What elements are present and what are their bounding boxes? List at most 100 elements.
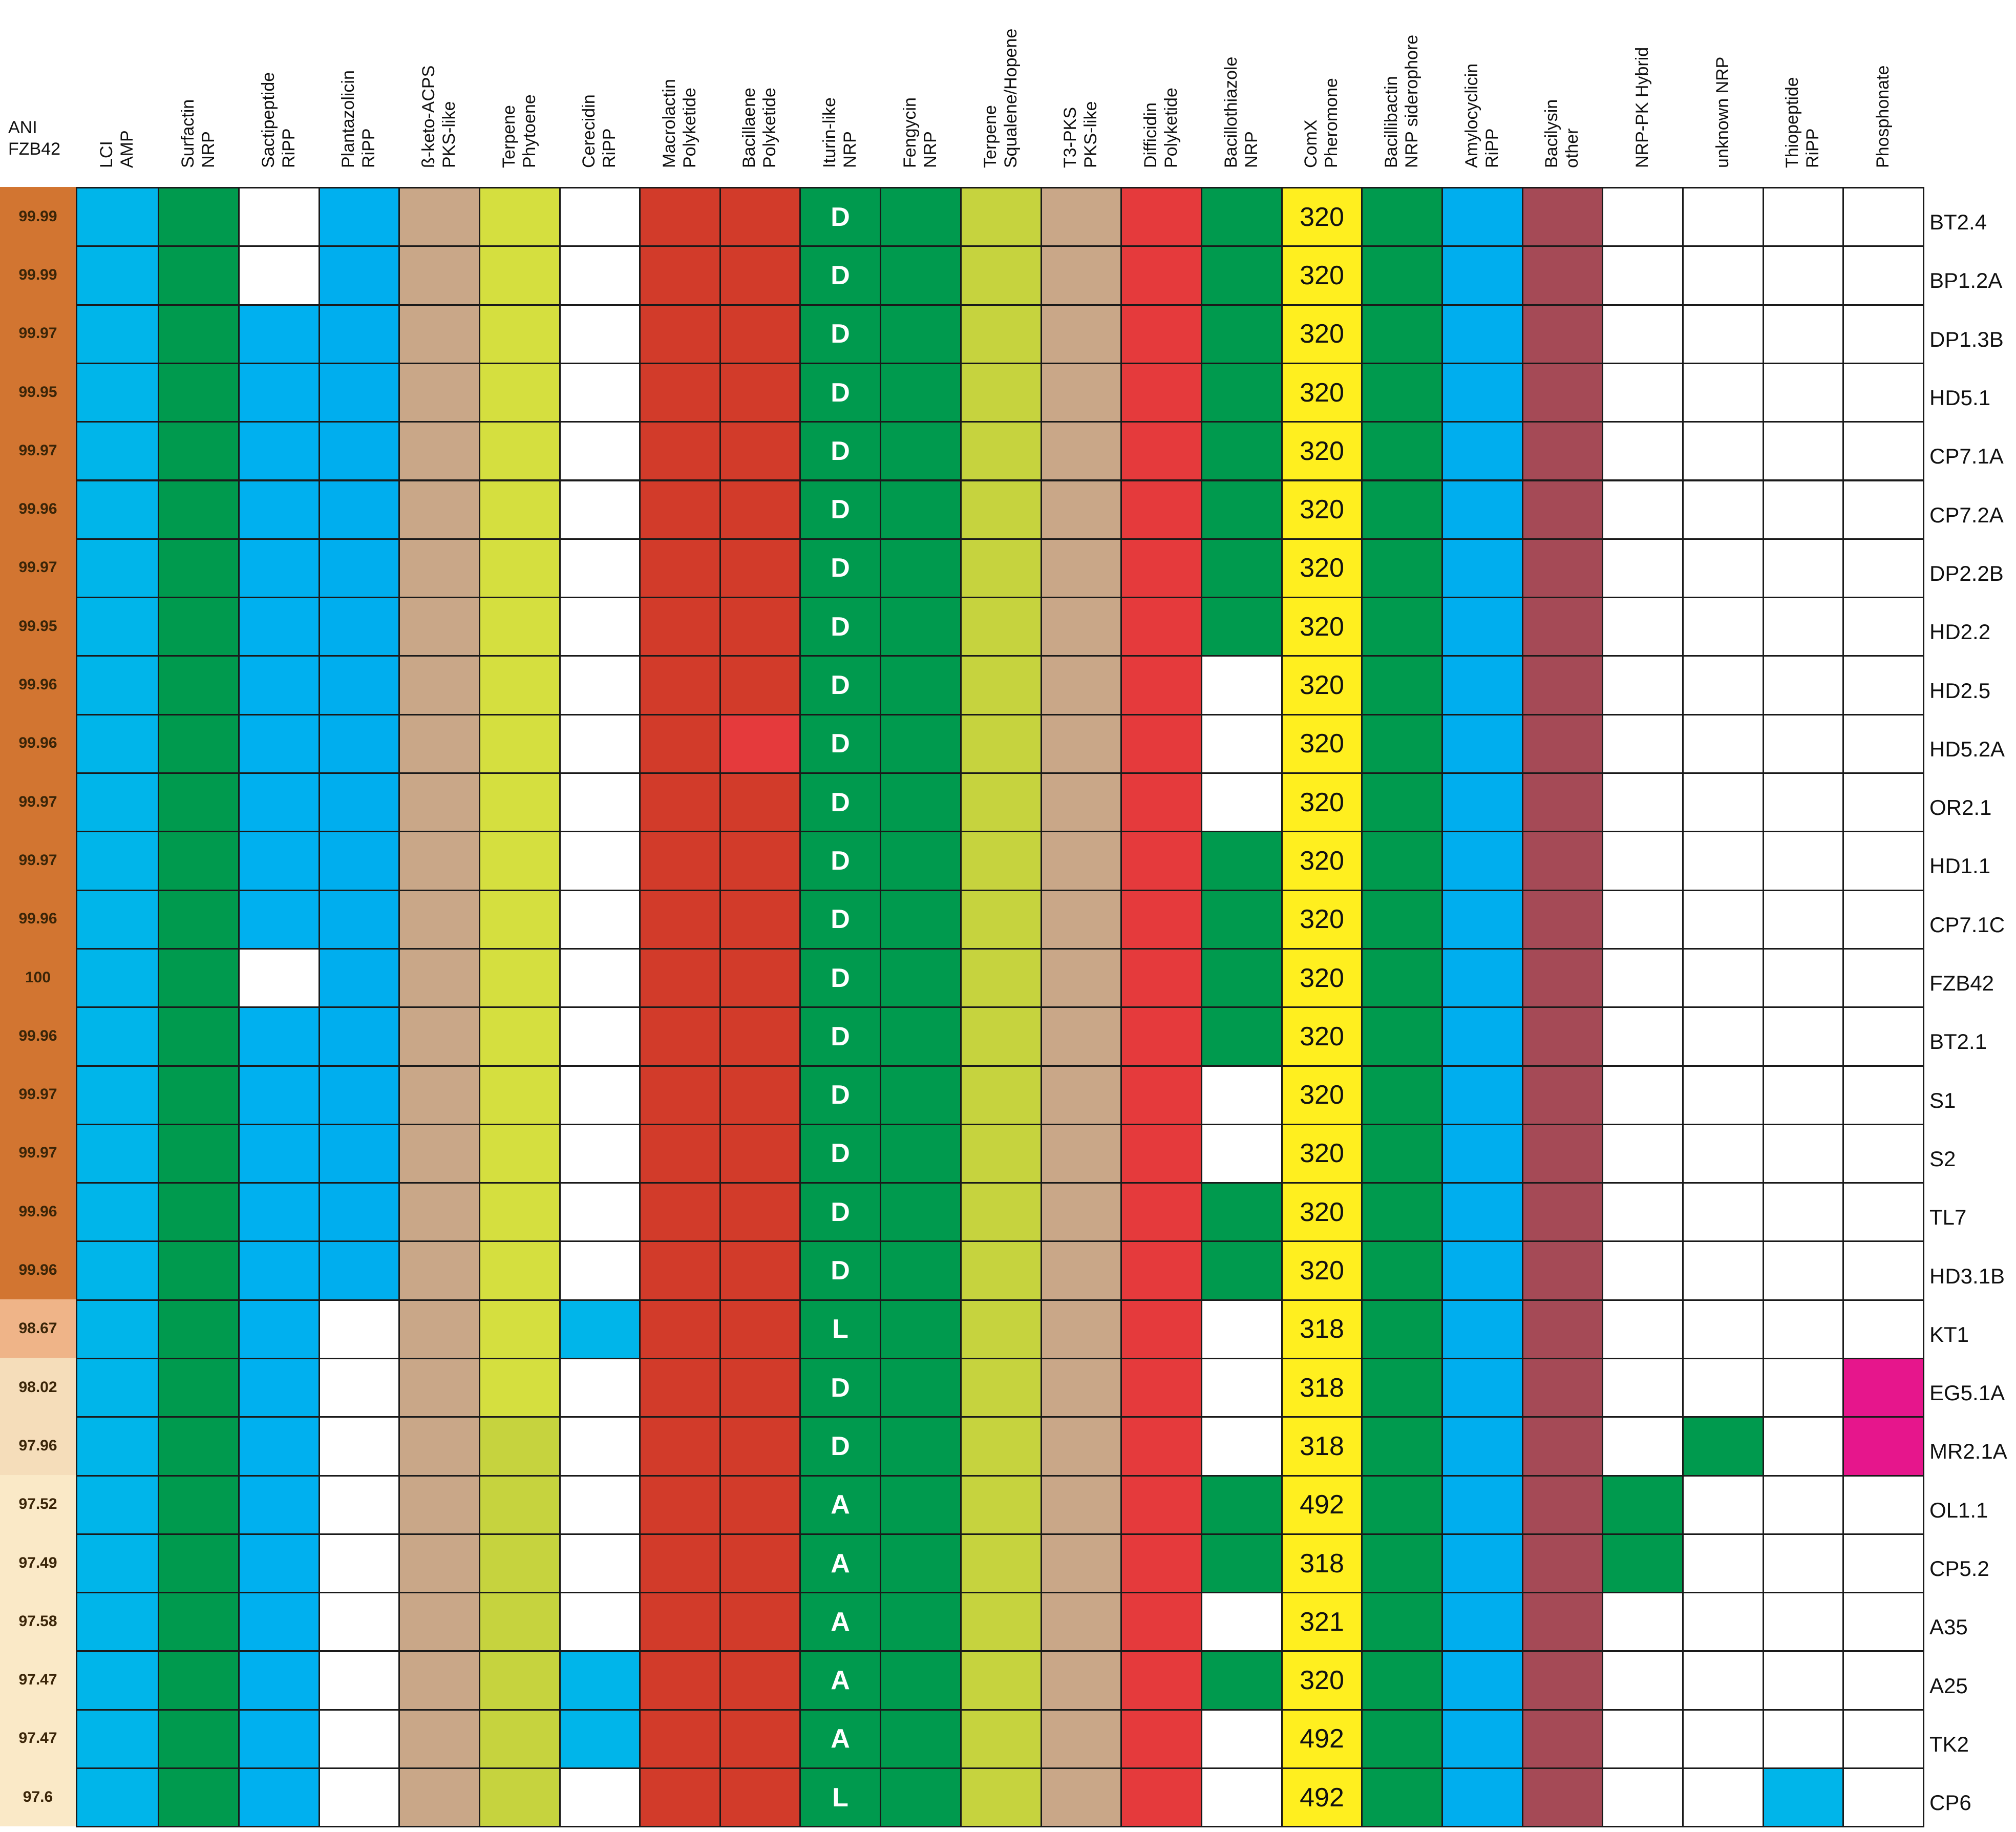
- cell-macrolactin: [639, 1533, 721, 1594]
- cell-plantazolicin: [319, 1592, 400, 1652]
- cell-lci: [76, 655, 159, 715]
- cell-phosphonate: [1842, 362, 1924, 423]
- cell-terpene-phytoene: [479, 655, 561, 715]
- cell-bketo: [398, 187, 480, 247]
- cell-surfactin: [158, 831, 240, 891]
- cell-macrolactin: [639, 1767, 721, 1828]
- cell-surfactin: [158, 597, 240, 657]
- cell-t3pks: [1041, 421, 1122, 481]
- cell-bacilysin: [1522, 362, 1603, 423]
- cell-sactipeptide: [238, 1475, 320, 1535]
- ani-value: 98.67: [0, 1299, 76, 1358]
- cell-lci: [76, 479, 159, 540]
- cell-lci: [76, 1299, 159, 1359]
- cell-fengycin: [880, 1416, 962, 1477]
- column-header-line: Bacilysin: [1542, 99, 1561, 168]
- cell-t3pks: [1041, 1182, 1122, 1243]
- cell-cerecidin: [559, 772, 641, 833]
- cell-bacilysin: [1522, 889, 1603, 950]
- ani-value: 97.58: [0, 1592, 76, 1651]
- cell-terpene-phytoene: [479, 187, 561, 247]
- cell-unknown-nrp: [1682, 304, 1764, 364]
- cell-terpene-phytoene: [479, 538, 561, 599]
- cell-t3pks: [1041, 1533, 1122, 1594]
- strain-label: HD5.2A: [1929, 736, 2005, 761]
- column-header-terpene-phytoene: Terpene Phytoene: [499, 94, 540, 168]
- cell-bacillibactin: [1361, 1533, 1443, 1594]
- cell-plantazolicin: [319, 362, 400, 423]
- cell-bacillibactin: [1361, 1767, 1443, 1828]
- iturin-variant-label: D: [799, 538, 881, 599]
- cell-bacillaene: [719, 304, 801, 364]
- strain-label: CP7.1A: [1929, 444, 2004, 469]
- cell-bketo: [398, 655, 480, 715]
- cell-difficidin: [1120, 1650, 1202, 1711]
- cell-unknown-nrp: [1682, 772, 1764, 833]
- ani-column-header: ANI FZB42: [8, 117, 60, 160]
- cell-terpene-squalene: [960, 1416, 1042, 1477]
- cell-thiopeptide: [1763, 1533, 1844, 1594]
- cell-amylocyclicin: [1441, 772, 1523, 833]
- ani-value: 99.97: [0, 304, 76, 363]
- cell-bacillibactin: [1361, 713, 1443, 774]
- cell-lci: [76, 1767, 159, 1828]
- cell-bacillibactin: [1361, 538, 1443, 599]
- cell-t3pks: [1041, 1767, 1122, 1828]
- cell-surfactin: [158, 1475, 240, 1535]
- cell-nrp-pk-hybrid: [1602, 538, 1684, 599]
- cell-terpene-phytoene: [479, 1709, 561, 1770]
- ani-value: 99.96: [0, 655, 76, 714]
- cell-terpene-phytoene: [479, 421, 561, 481]
- cell-terpene-phytoene: [479, 1299, 561, 1359]
- cell-macrolactin: [639, 187, 721, 247]
- cell-lci: [76, 831, 159, 891]
- comx-length-label: 318: [1281, 1358, 1363, 1418]
- cell-bacilysin: [1522, 1123, 1603, 1184]
- ani-value: 99.97: [0, 1065, 76, 1124]
- cell-surfactin: [158, 187, 240, 247]
- cell-t3pks: [1041, 655, 1122, 715]
- column-header-line: PKS-like: [1081, 101, 1100, 168]
- cell-bacillibactin: [1361, 1123, 1443, 1184]
- cell-fengycin: [880, 772, 962, 833]
- column-header-line: Iturin-like: [819, 97, 839, 168]
- strain-label: MR2.1A: [1929, 1439, 2007, 1464]
- cell-bketo: [398, 947, 480, 1008]
- cell-bacilysin: [1522, 655, 1603, 715]
- cell-difficidin: [1120, 772, 1202, 833]
- cell-sactipeptide: [238, 1006, 320, 1067]
- cell-difficidin: [1120, 1709, 1202, 1770]
- iturin-variant-label: A: [799, 1592, 881, 1652]
- cell-thiopeptide: [1763, 597, 1844, 657]
- cell-lci: [76, 597, 159, 657]
- cell-plantazolicin: [319, 1533, 400, 1594]
- cell-terpene-phytoene: [479, 1006, 561, 1067]
- cell-t3pks: [1041, 1065, 1122, 1125]
- cell-fengycin: [880, 597, 962, 657]
- cell-difficidin: [1120, 1533, 1202, 1594]
- cell-thiopeptide: [1763, 421, 1844, 481]
- cell-surfactin: [158, 538, 240, 599]
- cell-cerecidin: [559, 1299, 641, 1359]
- cell-t3pks: [1041, 947, 1122, 1008]
- cell-bketo: [398, 772, 480, 833]
- comx-length-label: 318: [1281, 1299, 1363, 1359]
- cell-surfactin: [158, 713, 240, 774]
- cell-surfactin: [158, 947, 240, 1008]
- cell-fengycin: [880, 1006, 962, 1067]
- cell-cerecidin: [559, 597, 641, 657]
- ani-value: 99.96: [0, 1006, 76, 1066]
- cell-thiopeptide: [1763, 304, 1844, 364]
- cell-difficidin: [1120, 538, 1202, 599]
- cell-t3pks: [1041, 1416, 1122, 1477]
- cell-cerecidin: [559, 304, 641, 364]
- cell-bketo: [398, 1533, 480, 1594]
- cell-terpene-phytoene: [479, 1767, 561, 1828]
- iturin-variant-label: D: [799, 655, 881, 715]
- cell-thiopeptide: [1763, 1299, 1844, 1359]
- cell-nrp-pk-hybrid: [1602, 1767, 1684, 1828]
- cell-fengycin: [880, 947, 962, 1008]
- cell-bketo: [398, 1065, 480, 1125]
- cell-fengycin: [880, 1240, 962, 1301]
- ani-value: 99.97: [0, 772, 76, 832]
